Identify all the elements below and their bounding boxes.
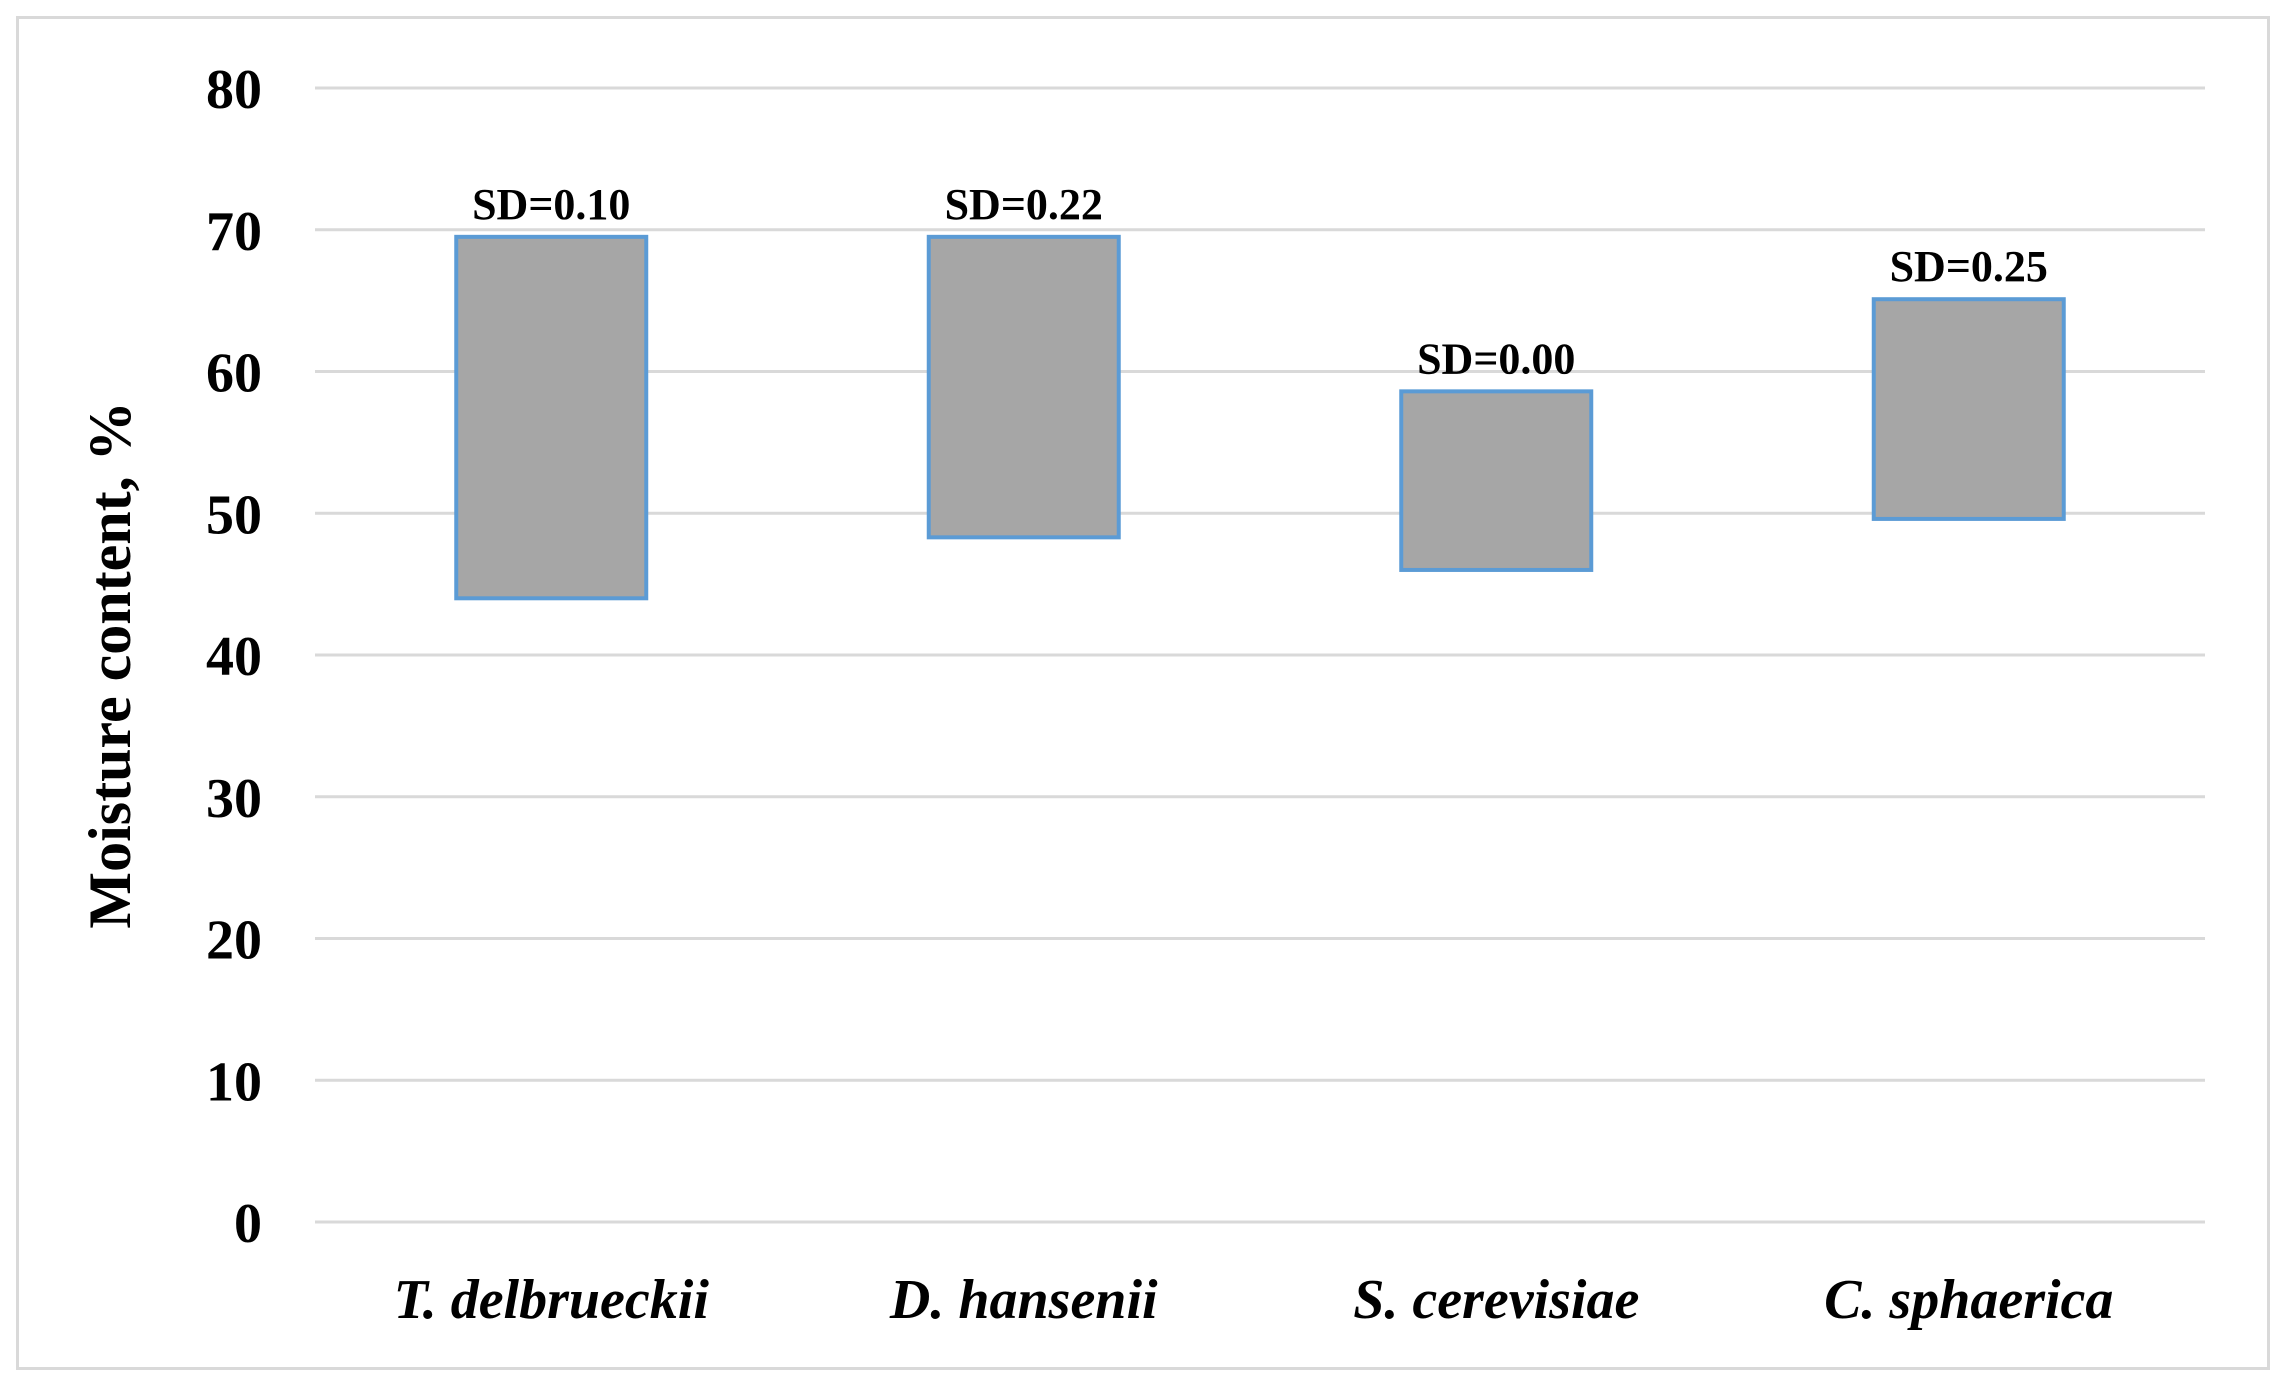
range-bar	[926, 234, 1121, 540]
y-tick-label: 80	[206, 59, 262, 121]
y-tick-label: 20	[206, 910, 262, 972]
range-bar	[1399, 389, 1594, 572]
category-label: D. hansenii	[889, 1269, 1158, 1331]
y-tick-label: 50	[206, 484, 262, 546]
y-tick-label: 0	[234, 1193, 262, 1255]
category-label: S. cerevisiae	[1353, 1269, 1639, 1331]
range-bar	[1871, 297, 2066, 521]
y-tick-label: 60	[206, 343, 262, 405]
y-tick-label: 70	[206, 201, 262, 263]
y-tick-label: 30	[206, 768, 262, 830]
data-label: SD=0.25	[1890, 242, 2048, 291]
y-tick-label: 10	[206, 1051, 262, 1113]
category-labels: T. delbrueckii D. hansenii S. cerevisiae C.…	[394, 1269, 2114, 1331]
range-bar	[454, 234, 649, 601]
range-bars	[454, 234, 2066, 601]
data-labels: SD=0.10 SD=0.22 SD=0.00 SD=0.25	[472, 180, 2048, 384]
category-label: C. sphaerica	[1824, 1269, 2113, 1331]
data-label: SD=0.22	[945, 180, 1103, 229]
y-tick-labels: 0 10 20 30 40 50 60 70 80	[206, 59, 262, 1255]
y-axis-title: Moisture content, %	[77, 401, 143, 928]
category-label: T. delbrueckii	[394, 1269, 710, 1331]
data-label: SD=0.00	[1417, 334, 1575, 383]
y-tick-label: 40	[206, 626, 262, 688]
data-label: SD=0.10	[472, 180, 630, 229]
chart-frame	[16, 16, 2270, 1370]
